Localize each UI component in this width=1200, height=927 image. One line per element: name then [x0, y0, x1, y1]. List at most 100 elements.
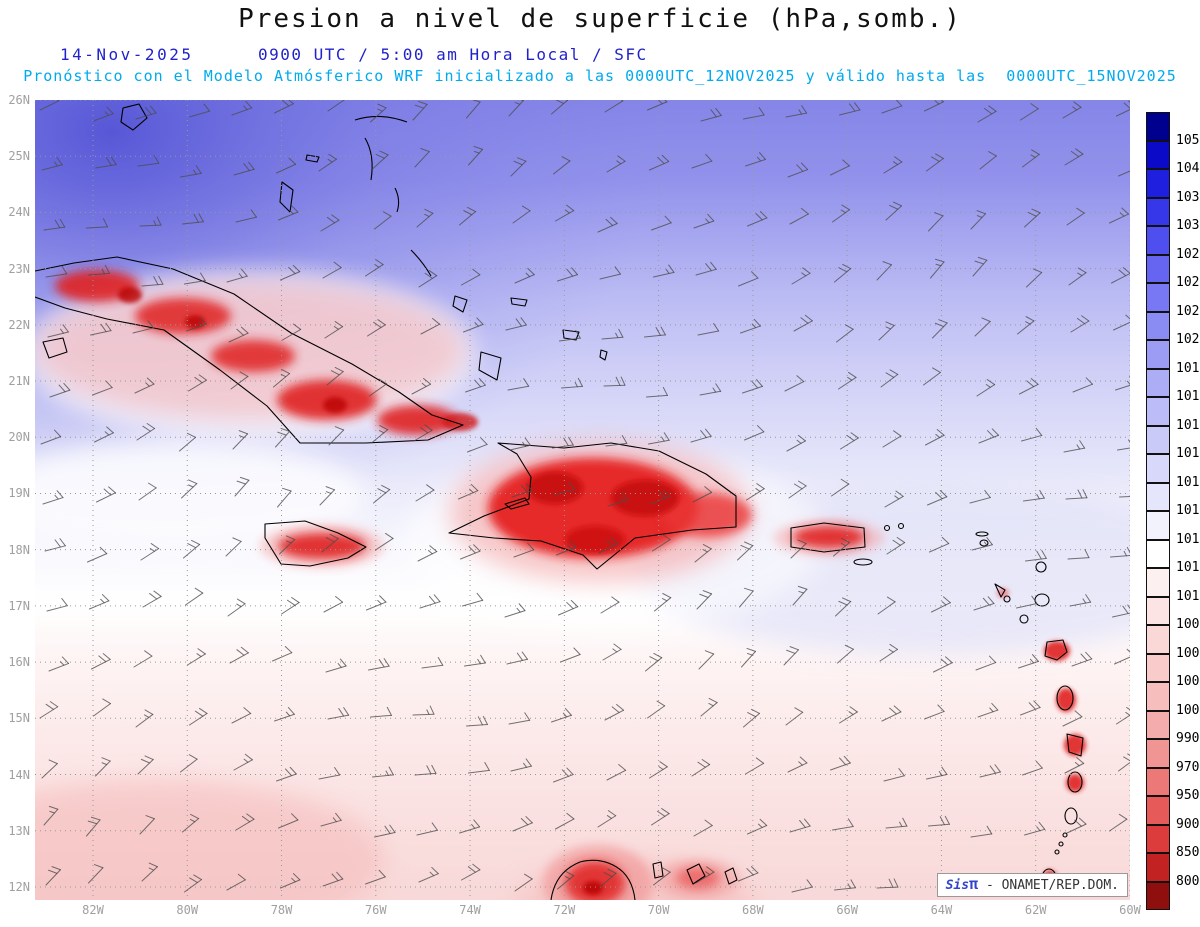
lat-label: 14N [8, 767, 30, 782]
lon-label: 76W [364, 903, 387, 917]
colorbar-tick-label: 1012 [1176, 560, 1200, 575]
coastline-caicos [562, 329, 580, 341]
colorbar-tick-label: 1018 [1176, 389, 1200, 404]
coastline-puerto-rico [790, 522, 866, 553]
coastline-grenadines-2 [1058, 841, 1064, 847]
colorbar-tick-label: 1006 [1176, 645, 1200, 661]
lat-axis: 26N 25N 24N 23N 22N 21N 20N 19N 18N 17N 16N 15N 14N 1… [0, 93, 33, 900]
colorbar-segment: 1022 [1146, 283, 1200, 319]
colorbar-segment: 1016 [1146, 425, 1200, 461]
coastline-montserrat [1019, 614, 1029, 624]
colorbar-tick-label: 1040 [1176, 161, 1200, 176]
coastline-nevis [1003, 595, 1011, 603]
coastline-grand-bahama [354, 115, 408, 123]
coastline-bonaire [724, 867, 738, 885]
coastline-barbuda [1035, 561, 1047, 573]
colorbar-segment: 1013 [1146, 511, 1200, 547]
colorbar-segment: 800 [1146, 853, 1199, 889]
colorbar-segment: 1006 [1146, 625, 1200, 661]
credit-pi-symbol: π [969, 875, 979, 893]
lat-label: 16N [8, 655, 30, 670]
coastline-st-thomas [883, 524, 891, 532]
colorbar-tick-label: 900 [1176, 816, 1200, 832]
lon-axis: 82W 80W 78W 76W 74W 72W 70W 68W 66W 64W 62W 60W [35, 903, 1141, 921]
coastline-st-vincent [1064, 807, 1078, 825]
lat-label: 23N [8, 261, 30, 276]
colorbar-segment: 900 [1146, 796, 1199, 832]
coastline-isla-juventud [42, 337, 68, 359]
colorbar-segment: 1018 [1146, 368, 1200, 404]
colorbar-segment: 1008 [1146, 596, 1200, 632]
coastline-aruba [652, 861, 664, 879]
coastline-st-croix [853, 558, 873, 566]
coastline-guajira-peninsula [550, 859, 636, 900]
lon-label: 66W [836, 903, 858, 917]
run-date: 14-Nov-2025 [60, 45, 194, 64]
coastline-long-island [410, 249, 432, 277]
lat-label: 21N [8, 374, 30, 389]
credit-box: Sisπ - ONAMET/REP.DOM. [936, 873, 1128, 897]
coastline-guadeloupe [1044, 639, 1068, 661]
colorbar-tick-label: 1022 [1176, 303, 1200, 319]
colorbar-tick-label: 1013 [1176, 531, 1200, 547]
lon-label: 64W [930, 903, 953, 917]
lat-label: 13N [8, 823, 30, 838]
lat-label: 12N [8, 879, 30, 894]
coastline-cuba [35, 256, 464, 444]
coastline-grenadines-3 [1054, 849, 1060, 855]
colorbar-segment: 970 [1146, 739, 1199, 775]
colorbar-tick-label: 1025 [1176, 275, 1200, 290]
lon-label: 72W [553, 903, 576, 917]
forecast-description: Pronóstico con el Modelo Atmósferico WRF… [23, 67, 1177, 85]
coastline-gonave [504, 497, 530, 510]
lon-label: 80W [176, 903, 199, 917]
weather-map: Sisπ - ONAMET/REP.DOM. [35, 100, 1130, 900]
colorbar-tick-label: 1014 [1176, 503, 1200, 518]
colorbar-tick-label: 1002 [1176, 674, 1200, 689]
coastline-grand-turk [599, 349, 608, 361]
colorbar-tick-label: 970 [1176, 759, 1200, 775]
coastline-st-martin [979, 539, 989, 547]
colorbar-segment: 990 [1146, 710, 1199, 746]
colorbar-tick-label: 1050 [1176, 132, 1200, 148]
coastline-jamaica [264, 520, 367, 567]
colorbar-segment: 1015 [1146, 454, 1200, 490]
colorbar-segment: 1019 [1146, 340, 1200, 376]
run-time: 0900 UTC / 5:00 am Hora Local / SFC [258, 45, 648, 64]
colorbar-segment: 1002 [1146, 653, 1200, 689]
coastline-great-inagua [478, 351, 502, 381]
lon-label: 78W [270, 903, 293, 917]
colorbar-tick-label: 1015 [1176, 474, 1200, 490]
colorbar-tick-label: 1017 [1176, 417, 1200, 433]
lon-label: 74W [459, 903, 481, 917]
colorbar-tick-label: 990 [1176, 731, 1200, 746]
lon-label: 60W [1119, 903, 1141, 917]
colorbar-segment: 1028 [1146, 226, 1200, 262]
lat-label: 18N [8, 542, 30, 557]
lat-label: 19N [8, 486, 30, 501]
colorbar-segment: 1010 [1146, 568, 1200, 604]
coastline-mayaguana [510, 297, 528, 307]
coastline-anguilla [975, 531, 989, 537]
colorbar-segment: 1000 [1146, 682, 1200, 718]
lon-label: 70W [647, 903, 670, 917]
coastline-layer [35, 103, 1084, 900]
colorbar-tick-label: 1000 [1176, 702, 1200, 718]
lon-label: 62W [1024, 903, 1047, 917]
coastline-curacao [686, 863, 706, 885]
lat-label: 24N [8, 205, 30, 220]
coastline-st-lucia [1067, 771, 1083, 793]
map-canvas [35, 100, 1130, 900]
coastline-bimini-cays [120, 103, 148, 131]
page-title: Presion a nivel de superficie (hPa,somb.… [238, 4, 962, 34]
colorbar-segment: 1012 [1146, 539, 1200, 575]
coastline-grenadines-1 [1062, 832, 1068, 838]
colorbar-segment: 1017 [1146, 397, 1200, 433]
colorbar: 1050 1040 1035 1030 1028 1025 1022 [1146, 112, 1200, 910]
colorbar-tick-label: 1020 [1176, 332, 1200, 347]
colorbar-tick-label: 1028 [1176, 246, 1200, 262]
colorbar-segment: 950 [1146, 767, 1199, 803]
colorbar-segment: 1035 [1146, 169, 1200, 205]
colorbar-segment: 1014 [1146, 482, 1200, 518]
